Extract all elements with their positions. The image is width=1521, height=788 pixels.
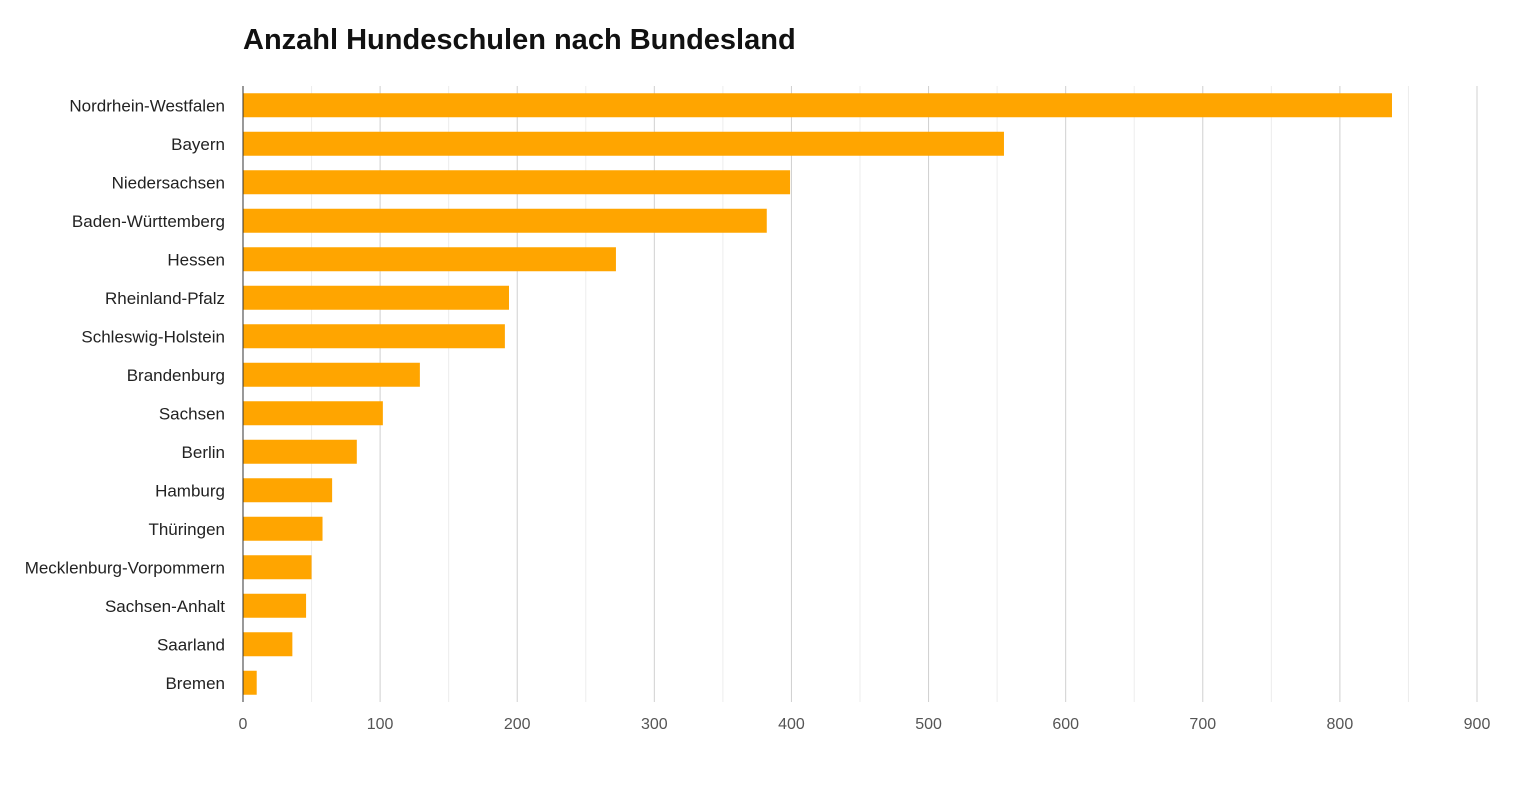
x-tick-label: 800 (1327, 716, 1354, 733)
bar (243, 324, 505, 349)
category-label: Saarland (157, 635, 225, 654)
category-label: Berlin (182, 443, 225, 462)
bar (243, 362, 420, 387)
category-label: Mecklenburg-Vorpommern (25, 558, 225, 577)
bar (243, 285, 509, 310)
bar (243, 478, 333, 503)
bar (243, 131, 1004, 156)
category-label: Hessen (167, 250, 225, 269)
bar (243, 93, 1392, 118)
bar (243, 208, 767, 233)
category-label: Thüringen (148, 520, 225, 539)
bar (243, 632, 293, 657)
bar (243, 170, 791, 195)
bar (243, 516, 323, 541)
x-tick-label: 700 (1189, 716, 1216, 733)
category-label: Nordrhein-Westfalen (69, 96, 225, 115)
bar (243, 670, 257, 695)
category-label: Brandenburg (127, 366, 225, 385)
x-tick-label: 400 (778, 716, 805, 733)
chart-title: Anzahl Hundeschulen nach Bundesland (243, 24, 796, 56)
category-label: Bayern (171, 135, 225, 154)
x-tick-label: 900 (1464, 716, 1491, 733)
category-label: Baden-Württemberg (72, 212, 225, 231)
x-tick-label: 200 (504, 716, 531, 733)
x-tick-label: 0 (239, 716, 248, 733)
category-label: Rheinland-Pfalz (105, 289, 225, 308)
x-tick-label: 300 (641, 716, 668, 733)
bar (243, 593, 307, 618)
bar (243, 401, 383, 426)
category-label: Hamburg (155, 481, 225, 500)
category-label: Sachsen-Anhalt (105, 597, 225, 616)
category-label: Sachsen (159, 404, 225, 423)
x-tick-label: 600 (1052, 716, 1079, 733)
category-label: Schleswig-Holstein (81, 327, 225, 346)
x-tick-label: 500 (915, 716, 942, 733)
category-label: Bremen (165, 674, 225, 693)
x-tick-label: 100 (367, 716, 394, 733)
bar (243, 247, 616, 272)
bar (243, 555, 312, 580)
bar (243, 439, 357, 464)
category-label: Niedersachsen (112, 173, 225, 192)
